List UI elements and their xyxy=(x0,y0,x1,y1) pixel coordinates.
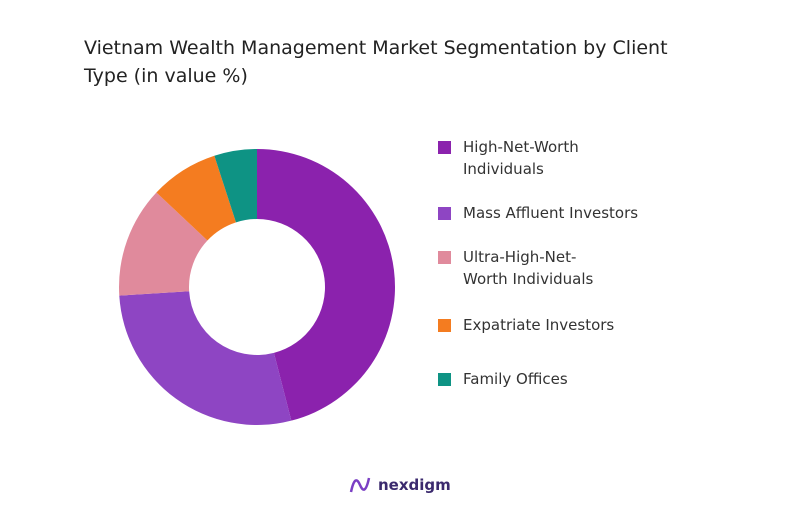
chart-title: Vietnam Wealth Management Market Segment… xyxy=(84,37,668,87)
legend-item: High-Net-Worth Individuals xyxy=(438,136,613,180)
logo-icon xyxy=(349,477,371,493)
logo: nexdigm xyxy=(348,474,451,496)
legend-item: Family Offices xyxy=(438,368,648,390)
chart xyxy=(118,149,396,425)
donut-slice xyxy=(156,155,236,241)
legend-label: Ultra-High-Net-Worth Individuals xyxy=(463,248,594,288)
donut-slice xyxy=(118,192,208,296)
legend-label: Family Offices xyxy=(463,370,568,388)
legend-swatch xyxy=(438,141,451,154)
legend-label: Expatriate Investors xyxy=(463,316,615,334)
legend-label: High-Net-Worth Individuals xyxy=(463,138,579,178)
donut-slice xyxy=(214,149,257,223)
donut-slice xyxy=(119,291,292,425)
legend-swatch xyxy=(438,319,451,332)
legend-swatch xyxy=(438,373,451,386)
legend-label: Mass Affluent Investors xyxy=(463,204,639,222)
legend-item: Ultra-High-Net-Worth Individuals xyxy=(438,246,613,290)
donut-slice xyxy=(257,149,396,421)
legend-swatch xyxy=(438,251,451,264)
legend-item: Expatriate Investors xyxy=(438,314,648,336)
legend-swatch xyxy=(438,207,451,220)
legend-item: Mass Affluent Investors xyxy=(438,202,648,224)
logo-text: nexdigm xyxy=(378,476,451,494)
